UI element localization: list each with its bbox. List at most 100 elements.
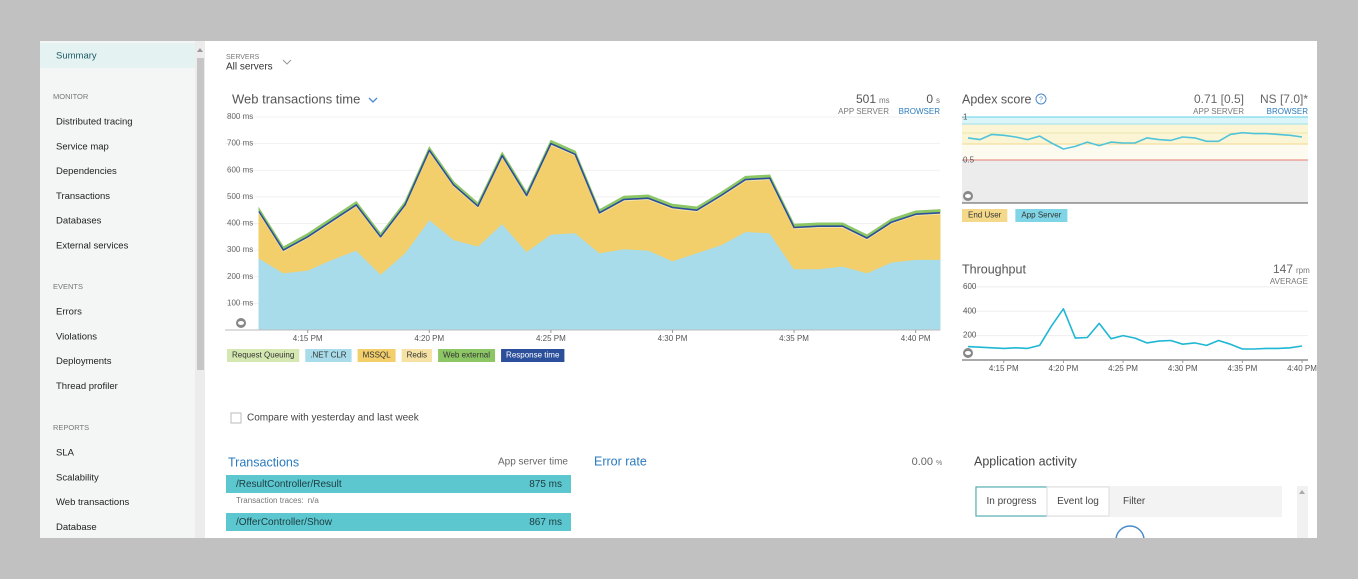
band-poor: [962, 160, 1308, 203]
tab-label[interactable]: Filter: [1123, 496, 1146, 507]
transaction-time: 875 ms: [529, 479, 562, 490]
band-excellent: [962, 117, 1308, 124]
y-tick-label: 0.5: [963, 155, 975, 164]
legend-swatch[interactable]: [227, 349, 300, 362]
section-title: Application activity: [974, 454, 1078, 468]
summary-label: BROWSER: [1267, 107, 1309, 116]
sidebar-item[interactable]: Errors: [56, 307, 82, 318]
response-line: [258, 142, 941, 251]
sidebar-item[interactable]: External services: [56, 241, 129, 252]
summary-label: BROWSER: [899, 107, 941, 116]
transaction-name[interactable]: /OfferController/Show: [236, 517, 333, 528]
y-tick-label: 200: [963, 331, 977, 340]
legend-label[interactable]: End User: [968, 211, 1002, 220]
y-tick-label: 800 ms: [227, 112, 253, 121]
x-tick-label: 4:25 PM: [536, 334, 566, 343]
activity-scrollbar[interactable]: [1297, 486, 1308, 538]
transaction-bar[interactable]: [226, 475, 571, 493]
legend-swatch[interactable]: [401, 349, 433, 362]
traces-value: n/a: [308, 496, 320, 505]
sidebar-item[interactable]: SLA: [56, 448, 75, 459]
tab-label[interactable]: Event log: [1057, 496, 1099, 507]
sidebar-active-bg: [40, 43, 195, 68]
summary-unit: ms: [879, 96, 890, 105]
x-tick-label: 4:15 PM: [989, 364, 1019, 373]
y-tick-label: 1: [963, 112, 968, 121]
summary-value: 0: [926, 92, 933, 106]
x-tick-label: 4:20 PM: [1049, 364, 1079, 373]
legend-label[interactable]: Web external: [443, 351, 490, 360]
eye-pupil: [965, 351, 971, 355]
legend-label[interactable]: .NET CLR: [310, 351, 347, 360]
sidebar-item[interactable]: Thread profiler: [56, 381, 118, 392]
summary-label: AVERAGE: [1270, 277, 1308, 286]
help-mark: ?: [1039, 96, 1043, 103]
y-tick-label: 400 ms: [227, 219, 253, 228]
y-tick-label: 700 ms: [227, 139, 253, 148]
x-tick-label: 4:25 PM: [1108, 364, 1138, 373]
checkbox[interactable]: [230, 412, 242, 424]
sidebar-item[interactable]: Web transactions: [56, 497, 129, 508]
y-tick-label: 400: [963, 306, 977, 315]
eye-pupil: [238, 321, 244, 325]
sidebar-item[interactable]: Scalability: [56, 472, 99, 483]
help-icon[interactable]: [1035, 93, 1047, 105]
sidebar-bg: [40, 41, 195, 538]
scroll-arrow: [197, 48, 203, 52]
transaction-name[interactable]: /ResultController/Result: [236, 479, 342, 490]
sidebar-scroll-thumb[interactable]: [197, 58, 204, 370]
sidebar-item[interactable]: Violations: [56, 331, 97, 342]
section-title[interactable]: Transactions: [228, 455, 299, 469]
chart-title[interactable]: Web transactions time: [232, 91, 360, 106]
sidebar-item-active[interactable]: Summary: [56, 51, 97, 62]
sidebar-item[interactable]: Distributed tracing: [56, 117, 133, 128]
servers-label: SERVERS: [226, 54, 260, 61]
apdex-line: [967, 131, 1303, 150]
summary-value: 147: [1273, 262, 1293, 276]
x-tick-label: 4:15 PM: [293, 334, 323, 343]
y-tick-label: 600: [963, 282, 977, 291]
sidebar-item[interactable]: Transactions: [56, 191, 110, 202]
legend-swatch[interactable]: [357, 349, 396, 362]
scroll-arrow: [1299, 490, 1305, 494]
legend-swatch[interactable]: [305, 349, 352, 362]
y-tick-label: 500 ms: [227, 192, 253, 201]
legend-label[interactable]: Redis: [407, 351, 427, 360]
panel: ? Summary MONITOR Distributed tracing Servi…: [40, 41, 1317, 538]
servers-chevron[interactable]: [282, 59, 292, 65]
sidebar-item[interactable]: Databases: [56, 216, 102, 227]
sidebar-heading: REPORTS: [53, 423, 89, 432]
error-unit: %: [936, 460, 942, 467]
transaction-bar[interactable]: [226, 513, 571, 531]
tab-label[interactable]: In progress: [986, 496, 1036, 507]
y-tick-label: 100 ms: [227, 298, 253, 307]
tab[interactable]: [1046, 486, 1110, 517]
section-title[interactable]: Error rate: [594, 454, 647, 468]
title-chevron[interactable]: [368, 97, 378, 103]
chart-title: Throughput: [962, 262, 1026, 276]
spinner: [1115, 525, 1145, 538]
sidebar-item[interactable]: Deployments: [56, 356, 112, 367]
legend-label[interactable]: Response time: [506, 351, 560, 360]
x-tick-label: 4:40 PM: [1287, 364, 1317, 373]
legend-swatch[interactable]: [962, 209, 1008, 222]
legend-swatch[interactable]: [501, 349, 565, 362]
sidebar-item[interactable]: Database: [56, 522, 97, 533]
column-label: App server time: [498, 457, 568, 468]
legend-label[interactable]: MSSQL: [363, 351, 392, 360]
y-tick-label: 200 ms: [227, 272, 253, 281]
y-tick-label: 600 ms: [227, 165, 253, 174]
legend-label[interactable]: Request Queuing: [232, 351, 294, 360]
legend-label[interactable]: App Server: [1021, 211, 1061, 220]
sidebar-item[interactable]: Dependencies: [56, 166, 117, 177]
compare-label[interactable]: Compare with yesterday and last week: [247, 413, 420, 424]
error-value: 0.00: [912, 456, 933, 468]
x-tick-label: 4:35 PM: [779, 334, 809, 343]
legend-swatch[interactable]: [438, 349, 496, 362]
traces-label: Transaction traces:: [236, 496, 304, 505]
sidebar-item[interactable]: Service map: [56, 141, 109, 152]
servers-value[interactable]: All servers: [226, 62, 273, 73]
legend-swatch[interactable]: [1015, 209, 1068, 222]
throughput-line: [967, 308, 1303, 350]
